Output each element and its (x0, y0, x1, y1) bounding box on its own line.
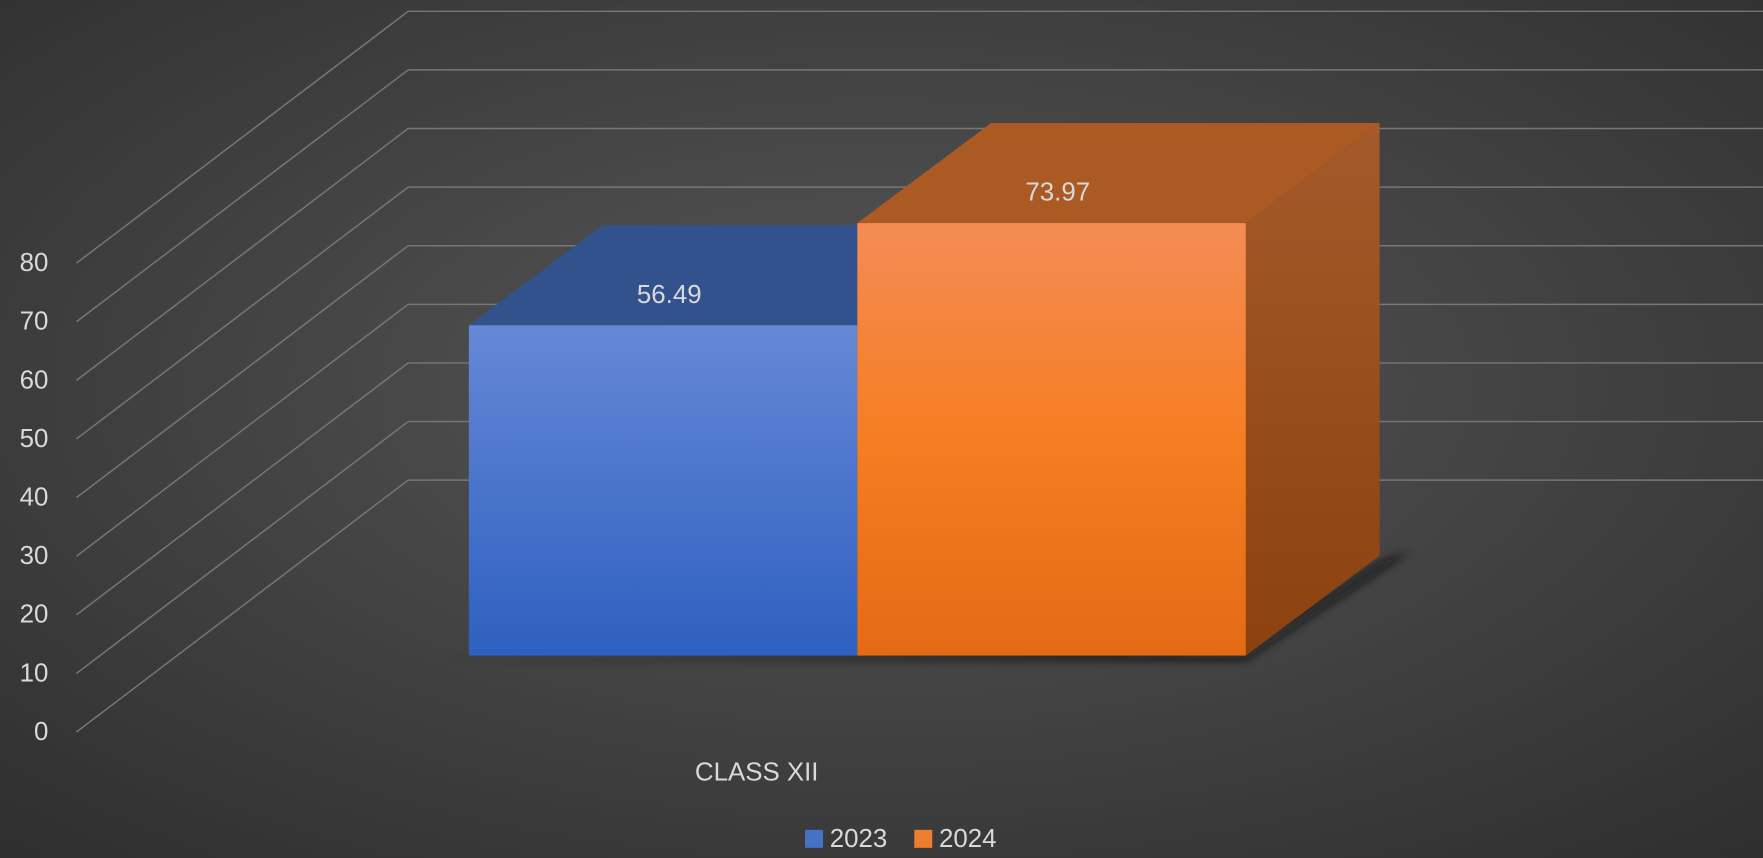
y-tick-label: 50 (20, 425, 49, 453)
y-tick-label: 20 (20, 601, 49, 629)
x-tick-label: CLASS XII (695, 758, 819, 786)
bar (857, 223, 1246, 656)
grid-line (76, 186, 409, 440)
grid-line (76, 303, 409, 557)
bar (468, 325, 858, 656)
grid-line (76, 362, 409, 616)
grid-line (76, 420, 409, 674)
data-label: 56.49 (637, 281, 702, 309)
bar-side (1245, 123, 1380, 656)
grid-line (76, 245, 409, 499)
legend-label: 2024 (939, 825, 997, 853)
grid-line (76, 479, 409, 733)
y-tick-label: 70 (20, 308, 49, 336)
y-tick-label: 80 (20, 249, 49, 277)
plot: 0 10 20 30 40 50 60 70 80 56.49 73.97 CLASS XII 2023… (20, 10, 1763, 853)
y-tick-label: 60 (20, 366, 49, 394)
legend-label: 2023 (830, 825, 888, 853)
legend-swatch (805, 829, 824, 848)
y-tick-label: 10 (20, 659, 49, 687)
y-tick-label: 0 (34, 718, 48, 746)
y-tick-label: 30 (20, 542, 49, 570)
legend-swatch (914, 829, 933, 848)
grid-line (76, 127, 409, 381)
data-label: 73.97 (1025, 179, 1090, 207)
bar-top (857, 123, 1380, 224)
y-tick-label: 40 (20, 484, 49, 512)
grid-line (76, 10, 409, 264)
grid-line (76, 69, 409, 323)
